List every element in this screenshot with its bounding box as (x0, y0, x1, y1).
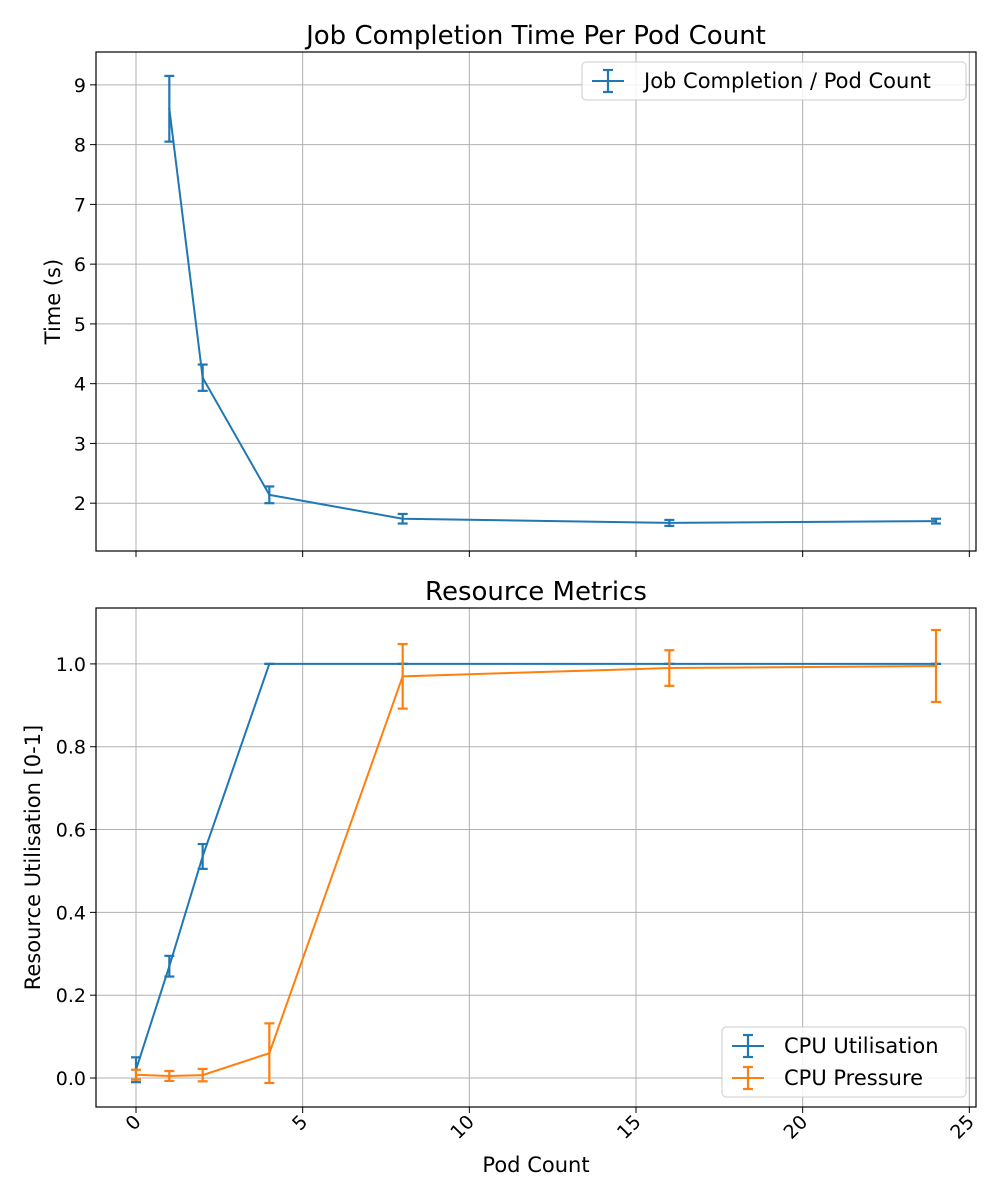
legend: Job Completion / Pod Count (581, 61, 967, 101)
error-bar (397, 642, 408, 710)
y-tick-label: 6 (74, 254, 86, 276)
y-tick-label: 2 (74, 493, 86, 515)
plot-frame (95, 51, 977, 552)
error-bar (264, 485, 275, 505)
data-point (668, 666, 671, 670)
series-cpu-pressure (131, 628, 941, 1085)
y-tick-label: 0.0 (56, 1068, 86, 1090)
y-tick-label: 0.2 (56, 985, 86, 1007)
series-cpu-utilisation (131, 662, 941, 1084)
data-point (168, 1074, 171, 1078)
error-bar (164, 954, 175, 978)
data-point (268, 1051, 271, 1055)
legend-label: CPU Pressure (784, 1066, 923, 1090)
data-point (134, 1073, 138, 1076)
x-axis-label: Pod Count (482, 1153, 589, 1177)
job-completion-panel: 2 3 4 5 6 7 8 9 Job Completion Time Per Pod Coun… (41, 21, 977, 557)
error-bar (264, 662, 275, 666)
legend-item: Job Completion / Pod Count (592, 68, 931, 94)
y-tick-label: 7 (74, 194, 86, 216)
error-bar (197, 842, 208, 870)
legend-item: CPU Pressure (732, 1065, 923, 1091)
x-tick-label: 5 (288, 1111, 312, 1135)
data-point (401, 675, 404, 678)
series-line (135, 662, 936, 1071)
y-tick-label: 1.0 (56, 654, 86, 676)
data-point (668, 521, 671, 525)
data-point (401, 517, 404, 520)
y-tick-label: 0.8 (56, 737, 86, 759)
error-bar (197, 363, 208, 392)
chart-title: Resource Metrics (425, 577, 647, 607)
y-tick-label: 0.4 (56, 902, 86, 924)
series-line (135, 664, 937, 1077)
error-bar (197, 1067, 208, 1083)
chart-title: Job Completion Time Per Pod Count (304, 21, 766, 51)
series-job-completion-pod-count (164, 74, 941, 528)
data-point (168, 107, 171, 110)
data-point (168, 965, 171, 968)
y-tick-label: 5 (74, 314, 86, 336)
y-tick-label: 8 (74, 135, 86, 157)
x-tick-label: 0 (121, 1111, 145, 1135)
error-bar (931, 517, 941, 525)
data-point (268, 662, 271, 666)
data-point (934, 519, 938, 523)
legend-box (721, 1026, 967, 1098)
data-point (201, 376, 204, 379)
y-tick-label: 3 (74, 433, 86, 455)
x-tick-label: 20 (780, 1111, 813, 1144)
error-bar (131, 1068, 141, 1081)
series-line (168, 108, 937, 524)
data-point (268, 493, 271, 497)
error-bar (264, 1022, 275, 1085)
error-bar (164, 74, 175, 143)
error-bar (397, 512, 408, 525)
error-bar (164, 1069, 175, 1083)
y-tick-label: 4 (74, 374, 86, 396)
error-bar (664, 649, 675, 687)
legend-box (581, 61, 967, 101)
data-point (201, 855, 204, 858)
y-tick-label: 0.6 (56, 820, 86, 842)
plot-frame (95, 607, 977, 1108)
y-axis-label: Time (s) (41, 259, 65, 345)
data-point (201, 1073, 204, 1077)
x-tick-label: 10 (446, 1111, 479, 1144)
y-axis-label: Resource Utilisation [0-1] (21, 725, 45, 990)
error-bar (931, 628, 941, 704)
legend-label: Job Completion / Pod Count (642, 69, 931, 93)
y-tick-label: 9 (74, 75, 86, 97)
x-tick-label: 25 (946, 1111, 979, 1144)
legend: CPU Utilisation CPU Pressure (721, 1026, 967, 1098)
error-bar (664, 518, 675, 528)
x-tick-label: 15 (613, 1111, 646, 1144)
legend-item: CPU Utilisation (732, 1033, 939, 1059)
resource-metrics-panel: 0 5 10 15 20 25 0.0 0.2 0.4 0.6 0.8 1.0 Resource Met… (21, 577, 979, 1177)
data-point (934, 664, 938, 668)
legend-label: CPU Utilisation (784, 1034, 939, 1058)
